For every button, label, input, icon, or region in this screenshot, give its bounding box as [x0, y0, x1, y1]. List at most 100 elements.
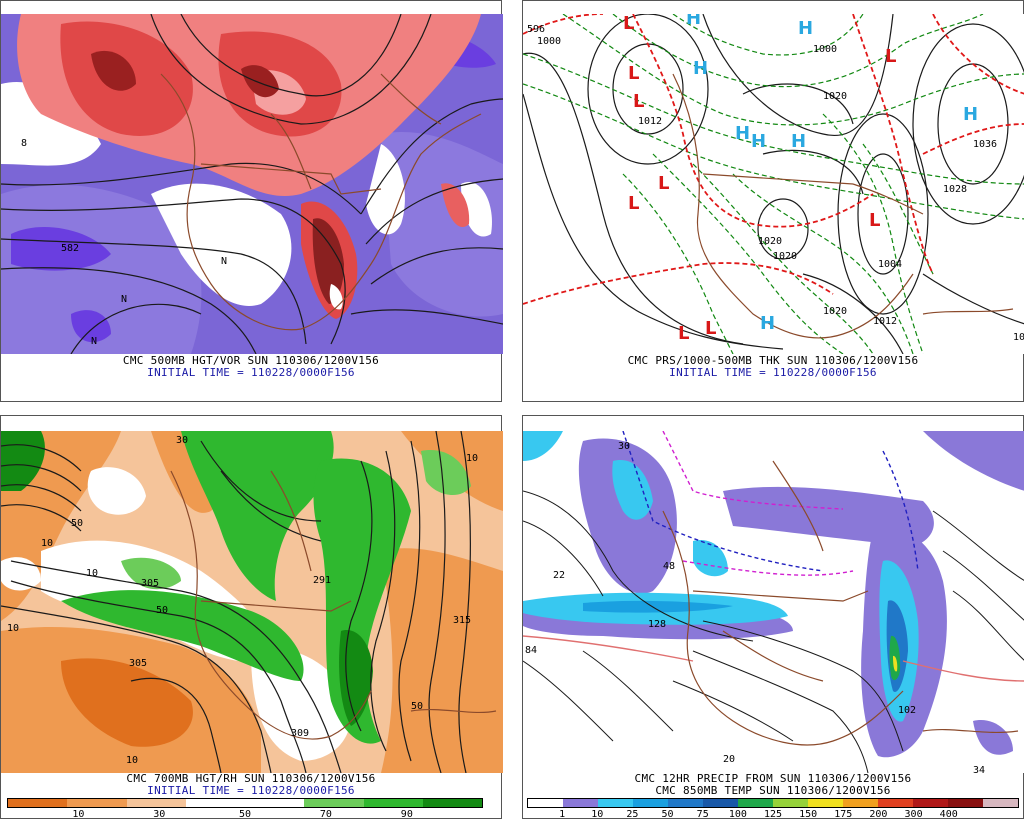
scale-swatch [983, 799, 1018, 807]
scale-tick-label: 300 [904, 809, 923, 820]
panel-precip-850mb-temp: 22 48 128 102 84 34 20 30 CMC 12HR PRECI… [522, 415, 1024, 820]
isobar-label: 596 [527, 24, 545, 35]
scale-tick-label: 100 [728, 809, 747, 820]
pressure-highs: H H H H H H H H [686, 14, 978, 334]
scale-swatch [633, 799, 668, 807]
contour-label: 291 [313, 575, 331, 586]
isobar-label: 1012 [873, 316, 897, 327]
scale-swatch [304, 799, 364, 807]
scale-swatch [808, 799, 843, 807]
low-marker: L [623, 14, 634, 34]
temp-label: 128 [648, 619, 666, 630]
temp-label: 22 [553, 570, 565, 581]
panel-caption-line1: CMC 500MB HGT/VOR SUN 110306/1200V156 [122, 354, 380, 367]
temp-label: 30 [618, 441, 630, 452]
high-marker: H [791, 131, 806, 152]
panel-caption-line1: CMC 700MB HGT/RH SUN 110306/1200V156 [126, 772, 376, 785]
panel-700mb-hgt-rh: 10 10 10 10 50 50 50 30 305 291 315 309 … [0, 415, 503, 820]
scale-swatch [363, 799, 423, 807]
isobar-label: 1020 [758, 236, 782, 247]
map-precip-temperature: 22 48 128 102 84 34 20 30 [523, 431, 1024, 773]
low-marker: L [705, 318, 716, 339]
high-marker: H [963, 104, 978, 125]
map-label: 8 [21, 138, 27, 149]
scale-swatch [773, 799, 808, 807]
panel-caption-line2: INITIAL TIME = 110228/0000F156 [147, 784, 355, 797]
precip-scale-labels: 1 10 25 50 75 100 125 150 175 200 300 400 [527, 809, 1019, 820]
low-marker: L [885, 46, 896, 67]
low-marker: L [628, 63, 639, 84]
temp-label: 102 [898, 705, 916, 716]
high-marker: H [735, 123, 750, 144]
panel-caption-line2: INITIAL TIME = 110228/0000F156 [669, 366, 877, 379]
map-500mb-vorticity: 582 N N N 8 [1, 14, 503, 354]
low-marker: L [678, 323, 689, 344]
contour-label: 50 [71, 518, 83, 529]
scale-swatch [8, 799, 68, 807]
scale-swatch [528, 799, 563, 807]
contour-label: 305 [141, 578, 159, 589]
scale-swatch [668, 799, 703, 807]
scale-tick-label: 30 [153, 809, 166, 820]
scale-swatch [563, 799, 598, 807]
rh-color-scale [7, 798, 483, 808]
temp-label: 84 [525, 645, 537, 656]
scale-swatch [913, 799, 948, 807]
scale-tick-label: 70 [319, 809, 332, 820]
high-marker: H [760, 313, 775, 334]
scale-swatch [948, 799, 983, 807]
isobar-label: 1000 [537, 36, 561, 47]
scale-swatch [843, 799, 878, 807]
isobar-label: 1020 [823, 306, 847, 317]
precip-color-scale [527, 798, 1019, 808]
panel-500mb-hgt-vor: 582 N N N 8 CMC 500MB HGT/VOR SUN 110306… [0, 0, 503, 402]
scale-swatch [703, 799, 738, 807]
high-marker: H [686, 14, 701, 29]
isobar-label: 1036 [973, 139, 997, 150]
isobar-label: 1000 [813, 44, 837, 55]
contour-label: 50 [411, 701, 423, 712]
scale-swatch [67, 799, 127, 807]
contour-label: 305 [129, 658, 147, 669]
isobar-label: 1004 [878, 259, 902, 270]
high-marker: H [798, 18, 813, 39]
isobar-label: 1012 [638, 116, 662, 127]
isobar-label: 1028 [943, 184, 967, 195]
map-label: N [121, 294, 127, 305]
temp-label: 20 [723, 754, 735, 765]
scale-swatch [126, 799, 186, 807]
scale-tick-label: 1 [559, 809, 566, 820]
low-marker: L [869, 210, 880, 231]
temp-label: 48 [663, 561, 675, 572]
contour-label: 309 [291, 728, 309, 739]
scale-tick-label: 150 [799, 809, 818, 820]
rh-scale-labels: 10 30 50 70 90 [7, 809, 483, 820]
contour-label: 10 [86, 568, 98, 579]
high-marker: H [693, 58, 708, 79]
scale-tick-label: 10 [72, 809, 85, 820]
scale-tick-label: 50 [238, 809, 252, 820]
pressure-lows: L L L L L L L L L [623, 14, 896, 344]
map-label: 582 [61, 243, 79, 254]
contour-label: 30 [176, 435, 188, 446]
map-pressure-thickness: L L L L L L L L L H H H H H H H H 10 [523, 14, 1024, 354]
contour-label: 10 [466, 453, 478, 464]
contour-label: 10 [126, 755, 138, 766]
scale-tick-label: 10 [591, 809, 604, 820]
map-label: N [221, 256, 227, 267]
scale-tick-label: 90 [400, 809, 413, 820]
scale-tick-label: 200 [869, 809, 888, 820]
scale-swatch [738, 799, 773, 807]
scale-tick-label: 50 [661, 809, 674, 820]
scale-tick-label: 175 [834, 809, 853, 820]
scale-swatch [185, 799, 245, 807]
panel-caption-line2: CMC 850MB TEMP SUN 110306/1200V156 [655, 784, 891, 797]
panel-caption-line1: CMC PRS/1000-500MB THK SUN 110306/1200V1… [627, 354, 919, 367]
contour-label: 10 [41, 538, 53, 549]
isobar-label: 1020 [823, 91, 847, 102]
panel-caption-line1: CMC 12HR PRECIP FROM SUN 110306/1200V156 [634, 772, 912, 785]
scale-tick-label: 75 [696, 809, 709, 820]
contour-label: 315 [453, 615, 471, 626]
isobar-label: 10 [1013, 332, 1024, 343]
scale-tick-label: 25 [626, 809, 639, 820]
